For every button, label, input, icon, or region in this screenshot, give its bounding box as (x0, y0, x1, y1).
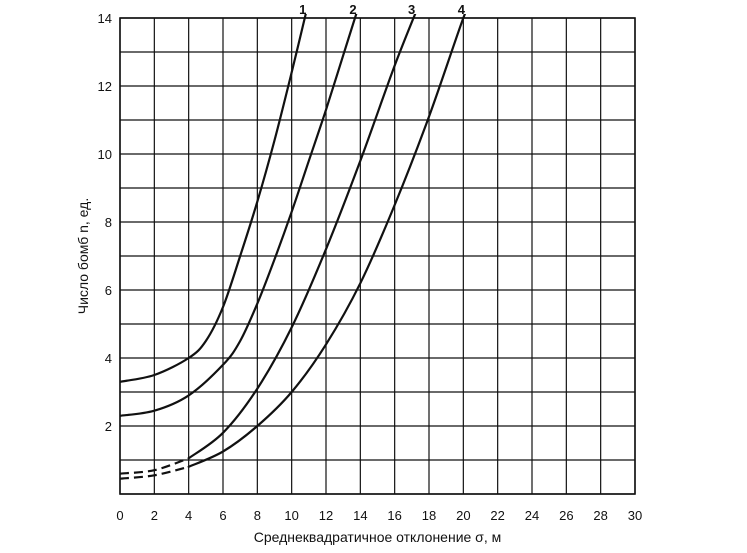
series-3-line (187, 14, 417, 460)
y-tick-label: 12 (98, 79, 112, 94)
x-tick-label: 30 (628, 508, 642, 523)
series-1-line (120, 14, 307, 383)
x-axis-title: Среднеквадратичное отклонение σ, м (254, 529, 501, 545)
series-2-line (120, 14, 358, 417)
plot-frame (119, 17, 636, 495)
y-tick-label: 2 (105, 419, 112, 434)
x-tick-label: 24 (525, 508, 539, 523)
series-3-dashed-line (120, 457, 190, 475)
y-axis-title: Число бомб n, ед. (75, 198, 91, 314)
x-tick-label: 16 (387, 508, 401, 523)
x-tick-label: 8 (254, 508, 261, 523)
plot-area (120, 14, 467, 480)
x-tick-label: 14 (353, 508, 367, 523)
series-2-label: 2 (349, 2, 356, 17)
series-4-dashed-line (120, 465, 189, 480)
labels: 0 2 4 6 8 10 12 14 16 18 20 22 24 26 28 302468101214Сре… (75, 2, 642, 545)
series-4-label: 4 (458, 2, 466, 17)
x-tick-label: 18 (422, 508, 436, 523)
x-tick-label: 22 (490, 508, 504, 523)
y-tick-label: 10 (98, 147, 112, 162)
grid (119, 17, 636, 495)
x-tick-label: 26 (559, 508, 573, 523)
x-tick-label: 28 (593, 508, 607, 523)
x-tick-label: 2 (151, 508, 158, 523)
series-3-label: 3 (408, 2, 415, 17)
x-tick-label: 12 (319, 508, 333, 523)
x-tick-label: 4 (185, 508, 192, 523)
x-tick-label: 0 (116, 508, 123, 523)
y-tick-label: 14 (98, 11, 112, 26)
y-tick-label: 8 (105, 215, 112, 230)
series-4-line (187, 14, 467, 468)
series-1-label: 1 (299, 2, 306, 17)
x-tick-label: 20 (456, 508, 470, 523)
y-tick-label: 4 (105, 351, 112, 366)
y-tick-label: 6 (105, 283, 112, 298)
x-tick-label: 6 (219, 508, 226, 523)
x-tick-label: 10 (284, 508, 298, 523)
